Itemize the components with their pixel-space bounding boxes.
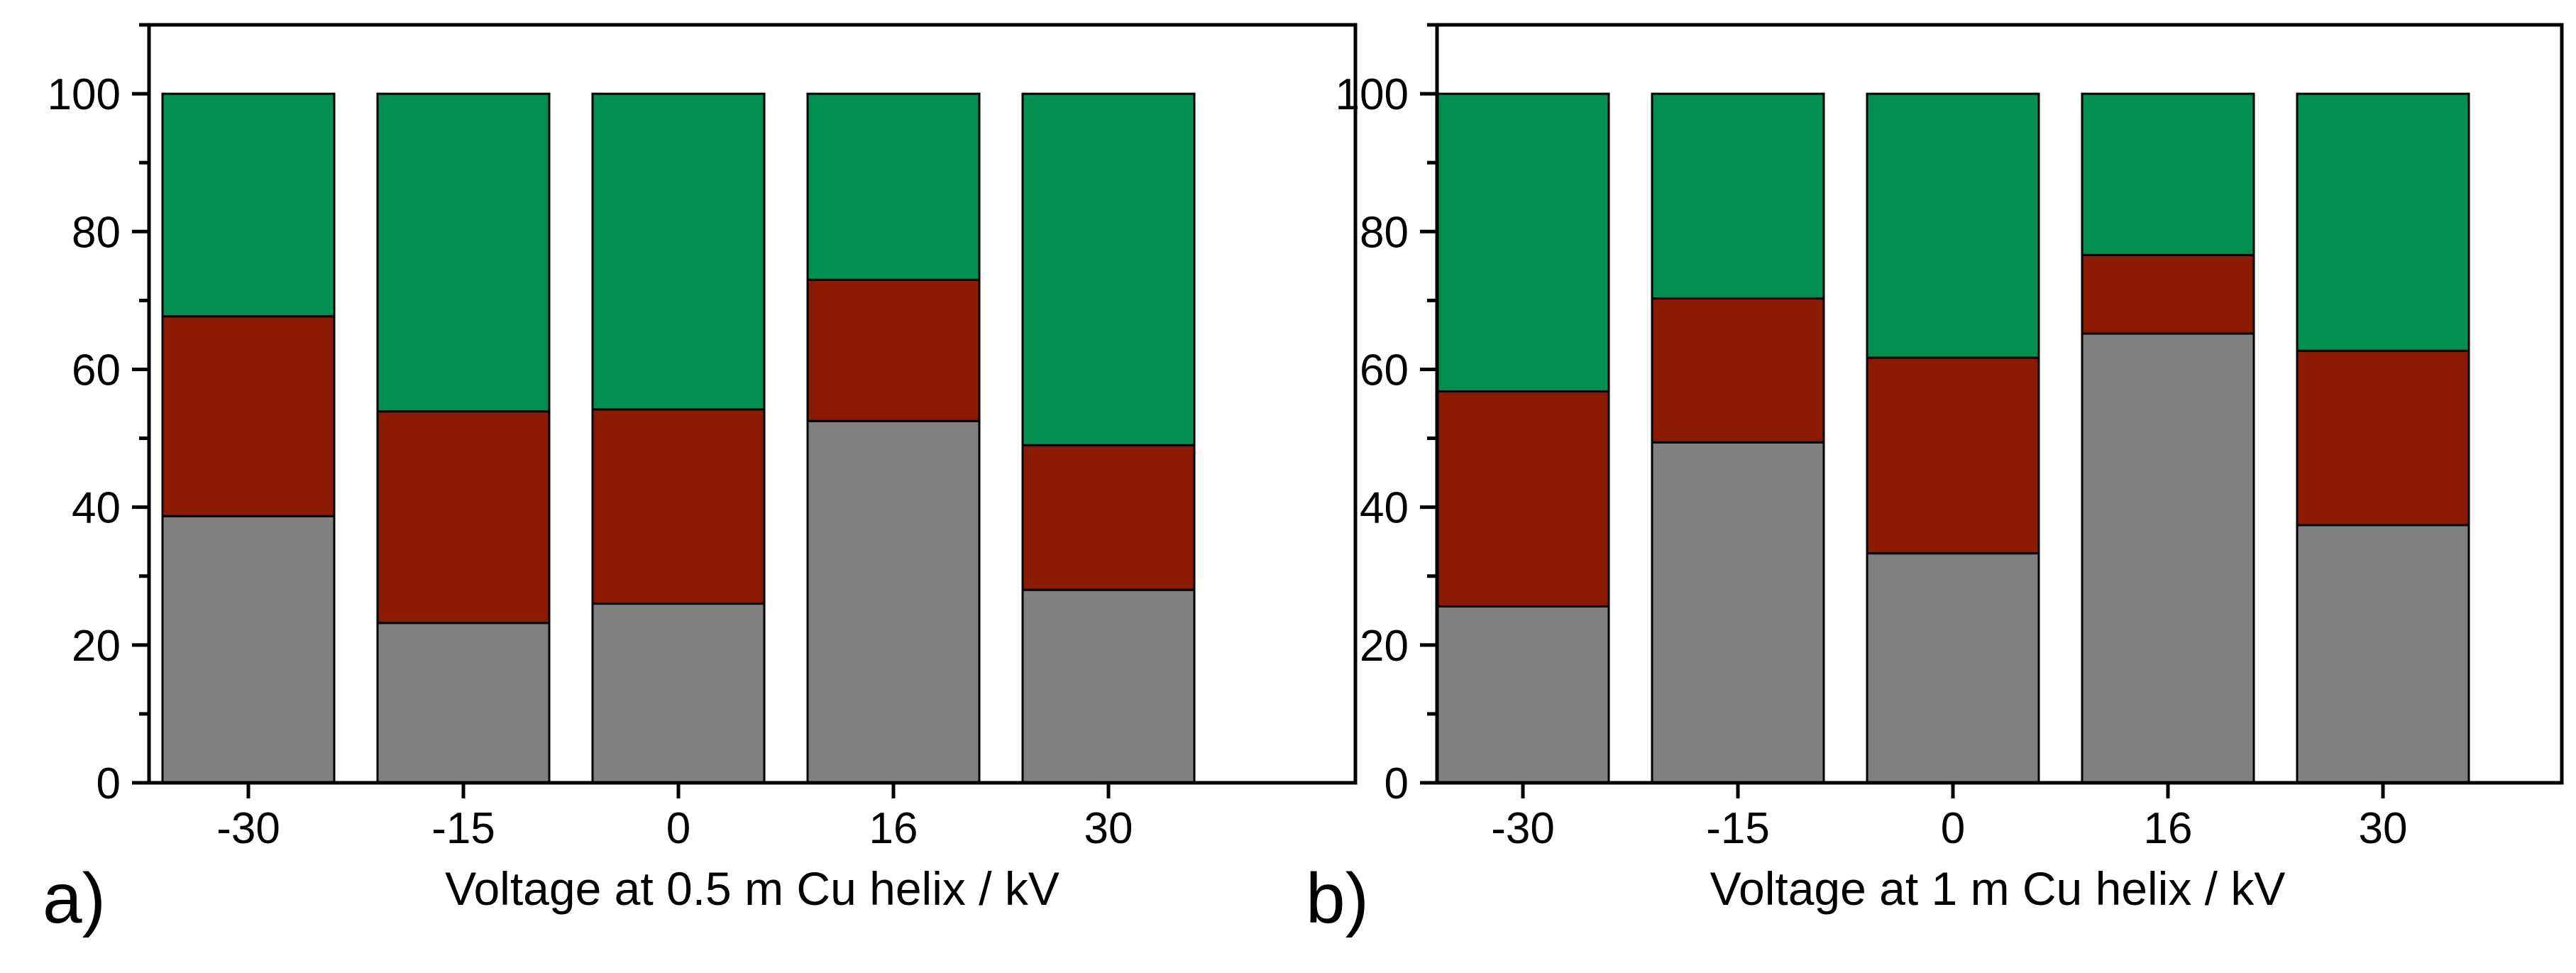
x-tick-label-a-4: 30 <box>1084 804 1133 853</box>
plot-area-a: 0 20 40 60 80 100 -30 -15 0 16 30 <box>48 23 1358 853</box>
y-tick-label-a-1: 20 <box>72 622 121 671</box>
bar-a-green-30 <box>1021 92 1196 446</box>
x-tick-label-a-1: -15 <box>431 804 495 853</box>
y-tick-label-a-0: 0 <box>97 759 121 808</box>
x-axis-title-b: Voltage at 1 m Cu helix / kV <box>1710 862 2286 915</box>
bar-b-gray--30 <box>1436 605 1610 784</box>
bar-a-gray-16 <box>806 419 981 784</box>
y-tick-label-a-2: 40 <box>72 484 121 533</box>
bar-a-red-30 <box>1021 444 1196 591</box>
bar-b-green--15 <box>1651 92 1825 299</box>
bar-b-red--15 <box>1651 297 1825 444</box>
bar-a-red-16 <box>806 278 981 422</box>
bar-a-red--15 <box>376 410 551 625</box>
bar-b-green-30 <box>2296 92 2470 352</box>
bar-b-green-0 <box>1866 92 2040 359</box>
y-ticks-b: 0 20 40 60 80 100 <box>1336 23 1437 808</box>
bar-a-gray--15 <box>376 622 551 784</box>
x-ticks-b: -30 -15 0 16 30 <box>1491 783 2407 853</box>
bars-layer-b <box>1436 92 2470 784</box>
y-tick-label-a-3: 60 <box>72 346 121 395</box>
bars-layer-a <box>161 92 1196 784</box>
bar-a-gray--30 <box>161 515 336 784</box>
bar-b-green-16 <box>2081 92 2255 256</box>
bar-a-green-16 <box>806 92 981 281</box>
y-tick-label-a-5: 100 <box>48 70 121 119</box>
panel-a: 0 20 40 60 80 100 -30 -15 0 16 30 a) Voltage at 0… <box>43 23 1358 938</box>
axes-frame-b <box>1435 23 2564 785</box>
panel-b: 0 20 40 60 80 100 -30 -15 0 16 30 b) Voltage at 1… <box>1306 23 2564 938</box>
y-tick-label-b-5: 100 <box>1336 70 1409 119</box>
bar-a-green--15 <box>376 92 551 413</box>
bar-b-gray-16 <box>2081 332 2255 784</box>
axes-frame-a <box>147 23 1358 785</box>
bar-b-red-30 <box>2296 349 2470 527</box>
bar-b-green--30 <box>1436 92 1610 393</box>
panel-label-a: a) <box>43 859 106 938</box>
panel-label-b: b) <box>1306 859 1369 938</box>
bar-b-gray-0 <box>1866 552 2040 784</box>
x-axis-title-a: Voltage at 0.5 m Cu helix / kV <box>445 862 1059 915</box>
bar-a-green--30 <box>161 92 336 318</box>
y-tick-label-b-2: 40 <box>1360 484 1409 533</box>
bar-b-red-0 <box>1866 356 2040 555</box>
bar-a-red-0 <box>591 408 766 605</box>
bar-b-gray-30 <box>2296 524 2470 784</box>
plot-area-b: 0 20 40 60 80 100 -30 -15 0 16 30 <box>1336 23 2564 853</box>
y-tick-label-b-1: 20 <box>1360 622 1409 671</box>
bar-b-red--30 <box>1436 390 1610 608</box>
x-tick-label-b-3: 16 <box>2144 804 2193 853</box>
x-tick-label-b-1: -15 <box>1706 804 1770 853</box>
y-ticks-a: 0 20 40 60 80 100 <box>48 23 149 808</box>
y-tick-label-b-0: 0 <box>1385 759 1409 808</box>
y-tick-label-b-3: 60 <box>1360 346 1409 395</box>
bar-a-gray-30 <box>1021 588 1196 784</box>
bar-a-red--30 <box>161 315 336 517</box>
bar-b-red-16 <box>2081 253 2255 335</box>
x-tick-label-b-4: 30 <box>2359 804 2408 853</box>
x-tick-label-b-0: -30 <box>1491 804 1555 853</box>
y-tick-label-b-4: 80 <box>1360 208 1409 257</box>
bar-b-gray--15 <box>1651 441 1825 784</box>
x-tick-label-a-3: 16 <box>869 804 918 853</box>
x-tick-label-a-0: -30 <box>216 804 280 853</box>
x-tick-label-a-2: 0 <box>666 804 690 853</box>
bar-a-green-0 <box>591 92 766 411</box>
bar-a-gray-0 <box>591 603 766 784</box>
x-tick-label-b-2: 0 <box>1941 804 1965 853</box>
x-ticks-a: -30 -15 0 16 30 <box>216 783 1133 853</box>
y-tick-label-a-4: 80 <box>72 208 121 257</box>
